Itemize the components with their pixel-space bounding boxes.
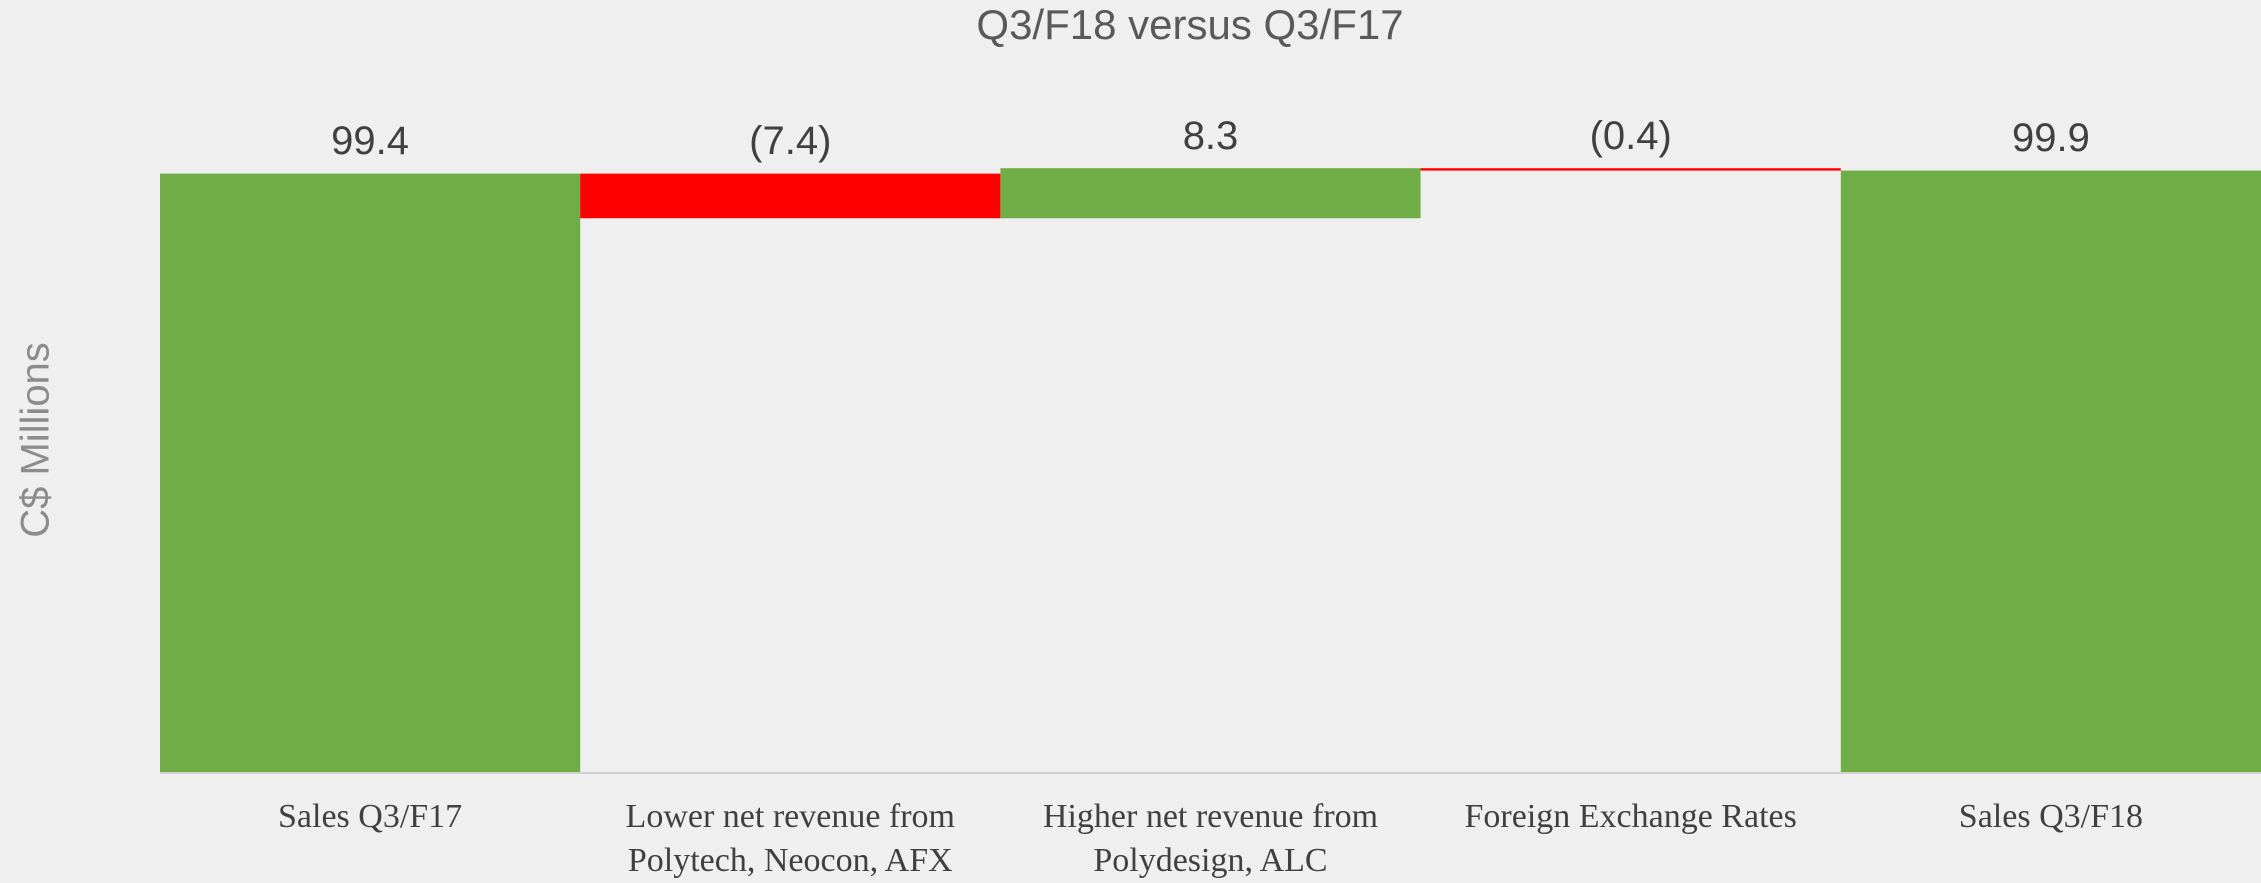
- data-label: 8.3: [1183, 114, 1239, 158]
- data-label: (7.4): [749, 119, 831, 163]
- bar: [1840, 170, 2261, 773]
- x-tick-label: Higher net revenue from Polydesign, ALC: [1042, 798, 1379, 879]
- x-tick-label: Sales Q3/F18: [1958, 798, 2143, 835]
- bar: [1000, 168, 1421, 219]
- chart-title: Q3/F18 versus Q3/F17: [976, 1, 1403, 48]
- x-tick-label: Lower net revenue from Polytech, Neocon,…: [625, 798, 956, 879]
- x-tick-label: Foreign Exchange Rates: [1464, 798, 1797, 835]
- data-label: 99.4: [331, 119, 409, 163]
- data-label: 99.9: [2012, 116, 2090, 160]
- bar: [160, 173, 581, 774]
- x-tick-label: Sales Q3/F17: [278, 798, 463, 835]
- bar: [580, 173, 1001, 219]
- bar: [1420, 168, 1841, 171]
- data-label: (0.4): [1590, 114, 1672, 158]
- y-axis-label: C$ Millions: [14, 342, 58, 538]
